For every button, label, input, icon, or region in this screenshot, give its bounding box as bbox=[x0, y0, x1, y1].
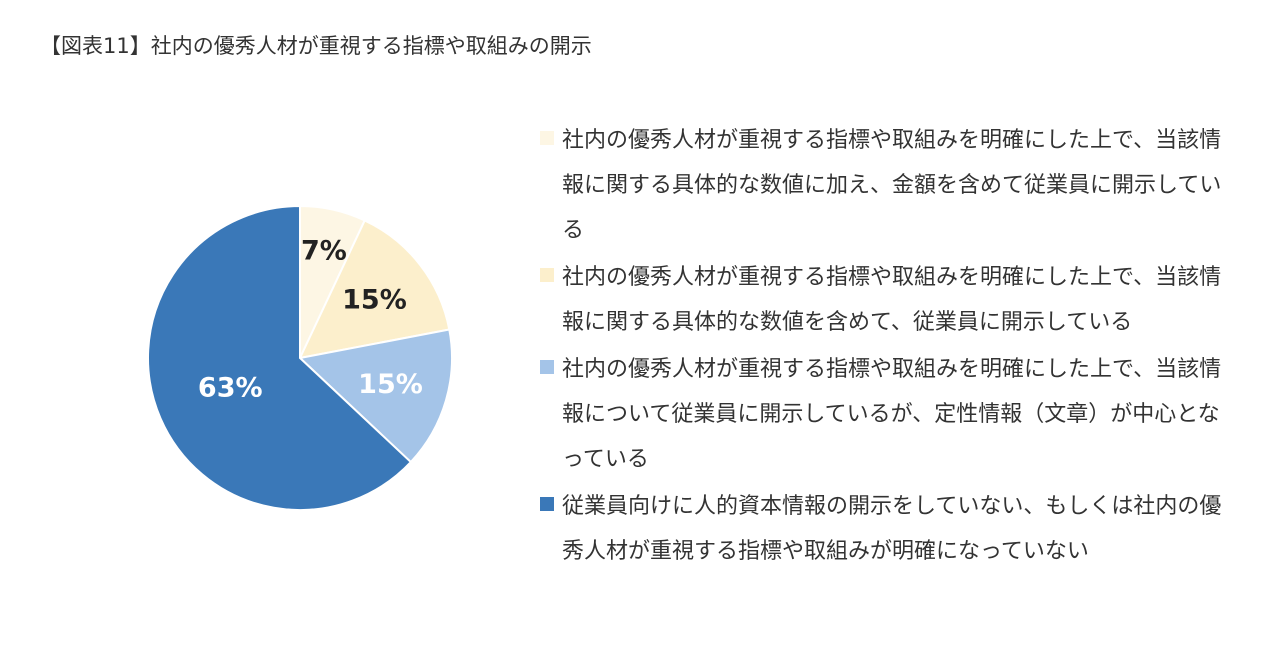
legend-item-4: 従業員向けに人的資本情報の開示をしていない、もしくは社内の優秀人材が重視する指標… bbox=[540, 484, 1240, 574]
legend-item-2: 社内の優秀人材が重視する指標や取組みを明確にした上で、当該情報に関する具体的な数… bbox=[540, 255, 1240, 345]
legend-label-4: 従業員向けに人的資本情報の開示をしていない、もしくは社内の優秀人材が重視する指標… bbox=[562, 494, 1222, 564]
pie-label-4: 63% bbox=[198, 373, 263, 404]
legend-swatch-4 bbox=[540, 497, 554, 511]
chart-title: 【図表11】社内の優秀人材が重視する指標や取組みの開示 bbox=[40, 34, 592, 58]
legend-label-1: 社内の優秀人材が重視する指標や取組みを明確にした上で、当該情報に関する具体的な数… bbox=[562, 128, 1222, 243]
legend-label-3: 社内の優秀人材が重視する指標や取組みを明確にした上で、当該情報について従業員に開… bbox=[562, 357, 1222, 472]
pie-label-1: 7% bbox=[301, 236, 347, 267]
pie-chart: 7% 15% 15% 63% bbox=[140, 198, 460, 518]
pie-slice-2 bbox=[298, 219, 451, 360]
pie-slice-4 bbox=[147, 204, 413, 511]
legend: 社内の優秀人材が重視する指標や取組みを明確にした上で、当該情報に関する具体的な数… bbox=[540, 118, 1240, 576]
pie-label-3: 15% bbox=[358, 369, 423, 400]
legend-swatch-1 bbox=[540, 131, 554, 145]
legend-item-1: 社内の優秀人材が重視する指標や取組みを明確にした上で、当該情報に関する具体的な数… bbox=[540, 118, 1240, 253]
pie-label-2: 15% bbox=[342, 285, 407, 316]
legend-label-2: 社内の優秀人材が重視する指標や取組みを明確にした上で、当該情報に関する具体的な数… bbox=[562, 265, 1222, 335]
pie-svg: 7% 15% 15% 63% bbox=[147, 204, 453, 511]
legend-swatch-2 bbox=[540, 268, 554, 282]
legend-swatch-3 bbox=[540, 360, 554, 374]
pie-slice-3 bbox=[297, 328, 453, 464]
legend-item-3: 社内の優秀人材が重視する指標や取組みを明確にした上で、当該情報について従業員に開… bbox=[540, 347, 1240, 482]
